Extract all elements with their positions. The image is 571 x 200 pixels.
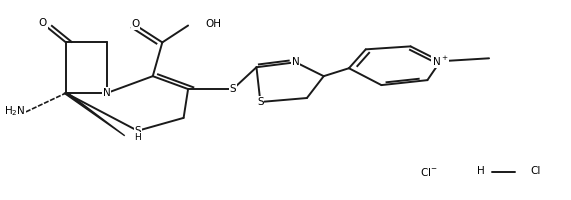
Text: S: S — [134, 126, 141, 136]
Text: Cl: Cl — [530, 166, 540, 176]
Text: Cl$^{-}$: Cl$^{-}$ — [420, 165, 438, 178]
Text: N: N — [292, 57, 300, 67]
Text: OH: OH — [205, 19, 221, 29]
Text: H: H — [134, 133, 140, 142]
Text: O: O — [39, 18, 47, 28]
Text: H: H — [477, 166, 485, 176]
Text: N: N — [103, 88, 111, 98]
Text: O: O — [131, 19, 139, 29]
Text: N$^+$: N$^+$ — [432, 55, 449, 68]
Polygon shape — [64, 93, 124, 136]
Text: S: S — [257, 97, 264, 107]
Text: S: S — [230, 84, 236, 94]
Text: H$_2$N: H$_2$N — [4, 105, 26, 118]
